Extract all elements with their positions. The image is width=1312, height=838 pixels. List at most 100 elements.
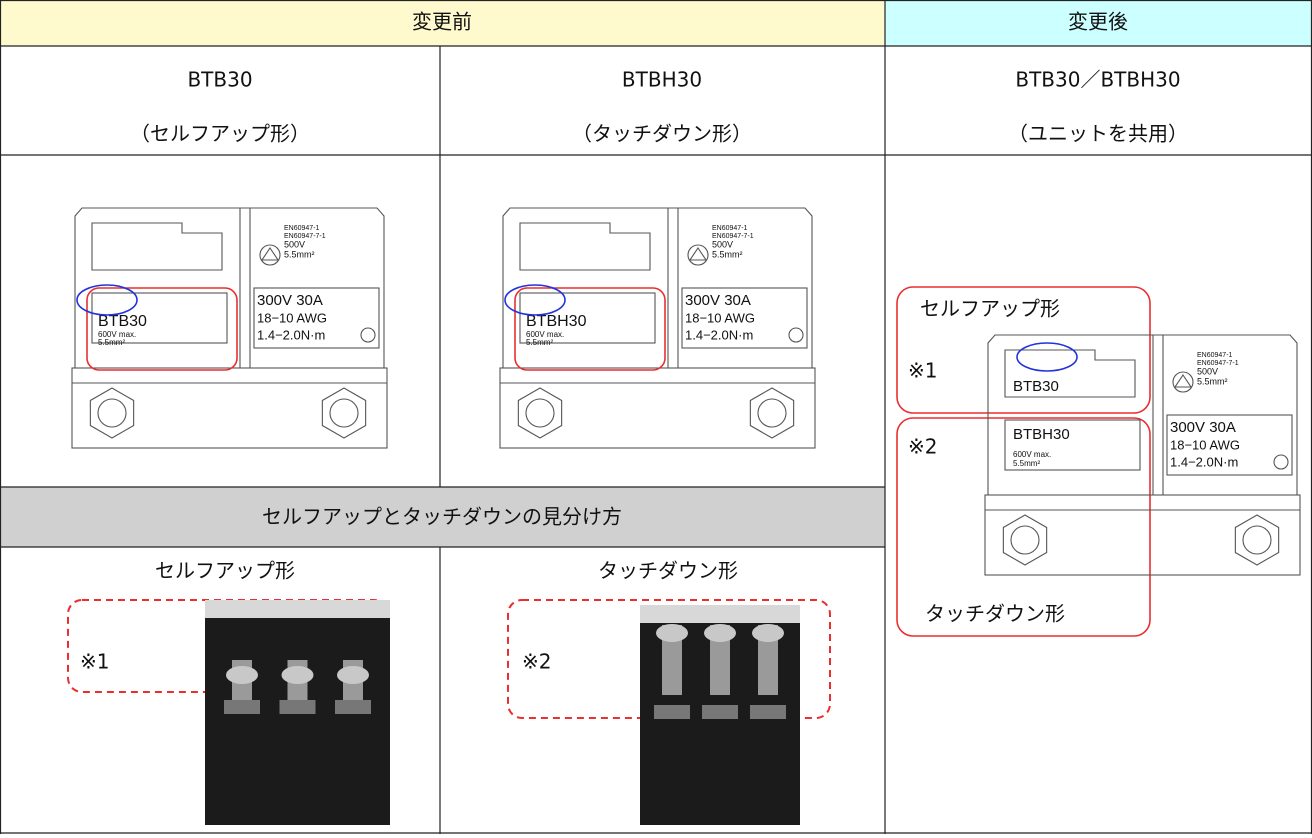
drawing-text: EN60947-1 — [284, 225, 320, 232]
model-name: BTB30 — [187, 68, 252, 92]
rating-box — [1166, 414, 1293, 476]
window — [519, 222, 651, 271]
model-kind: （ユニットを共用） — [1008, 122, 1188, 146]
photo-top — [640, 605, 800, 623]
mark-label: ※1 — [80, 650, 109, 674]
bottom-bar — [984, 494, 1301, 576]
nut — [517, 387, 563, 439]
drawing-text: EN60947-1 — [712, 225, 748, 232]
drawing-text: BTBH30 — [1013, 426, 1070, 443]
blue-mark — [504, 284, 566, 316]
screw — [525, 398, 555, 428]
ul-mark — [788, 327, 804, 343]
drawing-text: 500V — [284, 239, 305, 249]
ul-mark — [360, 327, 376, 343]
model-kind: （タッチダウン形） — [572, 122, 752, 146]
drawing-text: 500V — [712, 239, 733, 249]
drawing-text: EN60947-7-1 — [1197, 360, 1239, 367]
header-before-bg — [0, 0, 885, 46]
blue-mark — [76, 284, 138, 316]
cert-icon — [259, 244, 281, 266]
window — [1004, 349, 1136, 398]
cert-icon — [1173, 374, 1193, 388]
ul-mark — [1273, 454, 1289, 470]
window — [91, 222, 223, 271]
drawing-text: 1.4−2.0N·m — [257, 327, 325, 342]
model-kind: （セルフアップ形） — [130, 122, 310, 146]
bottom-bar — [71, 367, 388, 449]
mark-label: ※2 — [522, 650, 551, 674]
clamp — [654, 705, 690, 719]
section-title: セルフアップとタッチダウンの見分け方 — [262, 505, 622, 529]
callout-label: セルフアップ形 — [920, 297, 1060, 321]
header-after: 変更後 — [1068, 10, 1128, 34]
screw-head — [281, 666, 314, 684]
photo-caption: タッチダウン形 — [598, 559, 738, 583]
cert-icon — [687, 244, 709, 266]
drawing-text: BTB30 — [98, 313, 147, 330]
nut — [749, 387, 795, 439]
nut — [321, 387, 367, 439]
header-before: 変更前 — [412, 10, 472, 34]
dashed-highlight — [507, 599, 831, 719]
model-name: BTB30／BTBH30 — [1015, 68, 1180, 92]
section-bg — [0, 487, 885, 547]
clamp — [335, 700, 371, 714]
photo-top — [205, 600, 390, 618]
screw-head — [752, 624, 784, 642]
drawing-text: 1.4−2.0N·m — [1170, 454, 1238, 469]
screw-shaft — [710, 625, 730, 695]
clamp — [224, 700, 260, 714]
label-box — [1004, 419, 1141, 471]
mark-label: ※2 — [908, 435, 937, 459]
cert-icon — [1172, 371, 1194, 393]
cert-icon — [688, 247, 708, 261]
drawing-text: 5.5mm² — [1013, 459, 1040, 468]
clamp — [279, 700, 316, 714]
callout-label: タッチダウン形 — [925, 602, 1065, 626]
header-after-bg — [885, 0, 1312, 46]
nut — [1002, 514, 1048, 566]
screw-shaft — [662, 625, 682, 695]
screw-head — [226, 666, 258, 684]
drawing-text: 5.5mm² — [98, 338, 125, 347]
nut — [1234, 514, 1280, 566]
screw-head — [337, 666, 369, 684]
drawing-text: 18−10 AWG — [257, 310, 327, 325]
drawing-text: 600V max. — [98, 330, 136, 339]
drawing-text: 500V — [1197, 366, 1218, 376]
drawing-text: 5.5mm² — [284, 249, 315, 259]
screw — [757, 398, 787, 428]
highlight-box — [896, 417, 1151, 637]
drawing-text: EN60947-7-1 — [284, 233, 326, 240]
screw-shaft — [758, 625, 778, 695]
drawing-text: 600V max. — [1013, 450, 1051, 459]
model-name: BTBH30 — [622, 68, 702, 92]
drawing-text: 5.5mm² — [712, 249, 743, 259]
drawing-text: 1.4−2.0N·m — [685, 327, 753, 342]
nut — [89, 387, 135, 439]
bottom-bar — [499, 367, 816, 449]
drawing-text: 5.5mm² — [1197, 376, 1228, 386]
drawing-text: BTBH30 — [526, 313, 587, 330]
drawing-text: 600V max. — [526, 330, 564, 339]
screw — [1010, 525, 1040, 555]
drawing-text: EN60947-1 — [1197, 352, 1233, 359]
drawing-text: 18−10 AWG — [1170, 437, 1240, 452]
screw — [329, 398, 359, 428]
drawing-text: BTB30 — [1013, 378, 1059, 395]
drawing-text: 18−10 AWG — [685, 310, 755, 325]
drawing-text: 300V 30A — [1170, 419, 1236, 436]
mark-label: ※1 — [908, 359, 937, 383]
drawing-text: EN60947-7-1 — [712, 233, 754, 240]
rating-box — [681, 287, 808, 349]
drawing-text: 5.5mm² — [526, 338, 553, 347]
label-box — [91, 292, 228, 344]
clamp — [702, 705, 738, 719]
red-highlight — [514, 287, 666, 371]
screw — [97, 398, 127, 428]
